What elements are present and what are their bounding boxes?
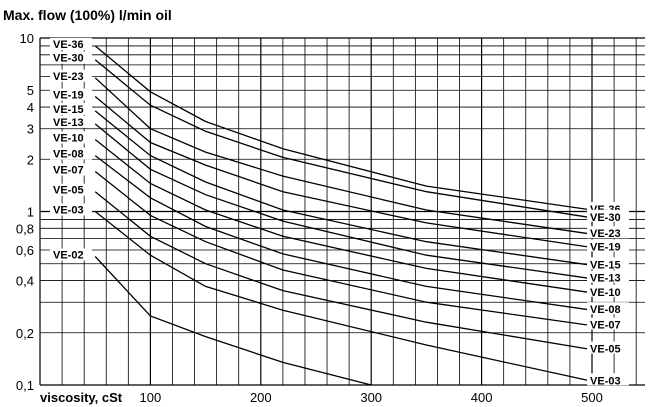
series-line-ve-15 xyxy=(94,110,593,266)
grid xyxy=(39,37,645,386)
right-label-bg xyxy=(587,341,629,354)
x-axis-label: viscosity, cSt xyxy=(40,390,123,405)
chart-title: Max. flow (100%) l/min oil xyxy=(3,7,172,23)
series-line-ve-30 xyxy=(94,59,593,219)
left-label-ve-02: VE-02 xyxy=(53,250,84,262)
left-label-bg xyxy=(50,102,92,115)
right-label-bg xyxy=(587,302,629,315)
right-label-bg xyxy=(587,239,629,252)
right-label-bg xyxy=(587,317,629,330)
right-label-ve-23: VE-23 xyxy=(590,228,621,240)
right-label-ve-05: VE-05 xyxy=(590,344,621,356)
left-label-bg xyxy=(50,203,92,216)
x-tick-label: 400 xyxy=(471,390,493,405)
left-label-ve-07: VE-07 xyxy=(53,165,84,177)
right-label-bg xyxy=(587,226,629,239)
left-label-bg xyxy=(50,163,92,176)
series-line-ve-10 xyxy=(94,138,593,294)
x-tick-label: 500 xyxy=(581,390,603,405)
series-line-ve-36 xyxy=(94,45,593,211)
y-tick-label: 10 xyxy=(20,31,34,46)
y-tick-label: 0,6 xyxy=(16,243,34,258)
y-tick-label: 0,4 xyxy=(16,274,34,289)
series-line-ve-05 xyxy=(94,191,593,351)
right-label-ve-30: VE-30 xyxy=(590,212,621,224)
right-label-bg xyxy=(587,270,629,283)
left-label-bg xyxy=(50,115,92,128)
left-label-ve-08: VE-08 xyxy=(53,149,84,161)
series-labels: VE-36VE-30VE-23VE-19VE-15VE-13VE-10VE-08… xyxy=(50,37,629,387)
left-label-bg xyxy=(50,88,92,101)
series-line-ve-23 xyxy=(94,77,593,235)
left-label-ve-05: VE-05 xyxy=(53,185,84,197)
left-label-ve-19: VE-19 xyxy=(53,90,84,102)
right-label-ve-13: VE-13 xyxy=(590,273,621,285)
right-label-bg xyxy=(587,284,629,297)
series-line-ve-13 xyxy=(94,123,593,280)
x-tick-label: 300 xyxy=(360,390,382,405)
left-label-bg xyxy=(50,69,92,82)
y-tick-label: 0,2 xyxy=(16,326,34,341)
y-tick-label: 0,8 xyxy=(16,221,34,236)
series-line-ve-07 xyxy=(94,170,593,327)
y-tick-label: 2 xyxy=(27,152,34,167)
left-label-bg xyxy=(50,37,92,50)
y-tick-label: 4 xyxy=(27,100,34,115)
axis-ticks: 0,1 0,2 0,4 0,6 0,81 2 3 4 5 10 100 200 300 400 500 xyxy=(16,31,603,405)
x-tick-label: 200 xyxy=(250,390,272,405)
left-label-bg xyxy=(50,248,92,261)
left-label-bg xyxy=(50,147,92,160)
left-label-ve-03: VE-03 xyxy=(53,205,84,217)
left-label-ve-10: VE-10 xyxy=(53,133,84,145)
left-label-ve-15: VE-15 xyxy=(53,104,84,116)
right-label-ve-03: VE-03 xyxy=(590,375,621,387)
right-label-ve-15: VE-15 xyxy=(590,259,621,271)
right-label-bg xyxy=(587,373,629,386)
left-label-ve-36: VE-36 xyxy=(53,39,84,51)
left-label-bg xyxy=(50,51,92,64)
left-label-bg xyxy=(50,131,92,144)
y-tick-label: 1 xyxy=(27,205,34,220)
y-tick-label: 5 xyxy=(27,83,34,98)
series-line-ve-19 xyxy=(94,96,593,249)
right-label-ve-07: VE-07 xyxy=(590,320,621,332)
y-tick-label: 3 xyxy=(27,122,34,137)
series-line-ve-02 xyxy=(94,256,372,386)
left-label-bg xyxy=(50,183,92,196)
right-label-bg xyxy=(587,209,629,222)
series-line-ve-08 xyxy=(94,155,593,311)
left-label-ve-30: VE-30 xyxy=(53,53,84,65)
x-tick-label: 100 xyxy=(140,390,162,405)
left-label-ve-23: VE-23 xyxy=(53,71,84,83)
right-label-bg xyxy=(587,257,629,270)
right-label-ve-08: VE-08 xyxy=(590,304,621,316)
series-line-ve-03 xyxy=(94,210,593,382)
series-lines xyxy=(94,45,593,386)
right-label-ve-19: VE-19 xyxy=(590,242,621,254)
right-label-ve-10: VE-10 xyxy=(590,287,621,299)
left-label-ve-13: VE-13 xyxy=(53,117,84,129)
y-tick-label: 0,1 xyxy=(16,378,34,393)
